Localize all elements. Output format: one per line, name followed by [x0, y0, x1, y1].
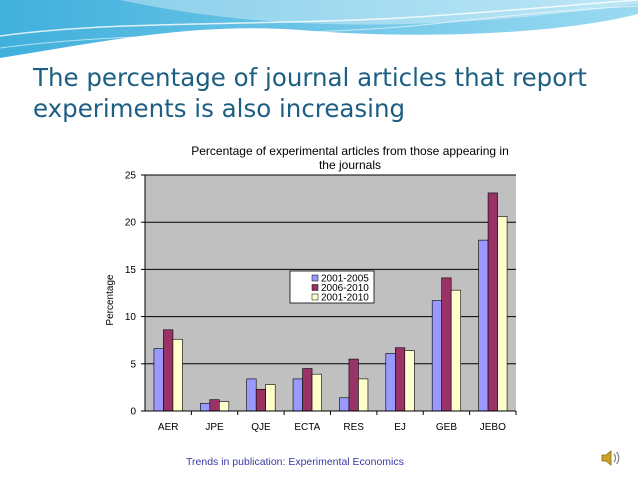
bar [404, 350, 415, 412]
y-tick-label: 10 [125, 312, 137, 323]
y-axis-label: Percentage [105, 274, 116, 326]
legend-swatch [311, 293, 319, 301]
y-tick-label: 25 [125, 171, 137, 182]
header-wave-decoration [0, 0, 638, 58]
slide-title: The percentage of journal articles that … [33, 62, 613, 124]
legend-label: 2001-2005 [321, 274, 369, 285]
bar [487, 192, 498, 412]
speaker-icon[interactable] [600, 448, 622, 468]
bar [292, 378, 303, 412]
bar [246, 378, 257, 412]
y-tick-label: 15 [125, 265, 137, 276]
y-tick-label: 20 [125, 218, 137, 229]
x-tick-label: QJE [251, 422, 271, 433]
bar [255, 388, 266, 412]
slide-title-line-2: experiments is also increasing [33, 94, 406, 123]
bar [172, 338, 183, 412]
x-tick-label: ECTA [294, 422, 320, 433]
legend-swatch [311, 274, 319, 282]
bar [450, 289, 461, 412]
bar [209, 399, 220, 412]
bar [478, 239, 489, 412]
legend-swatch [311, 284, 319, 291]
legend-label: 2006-2010 [321, 283, 369, 294]
bar [219, 401, 230, 412]
x-tick-label: JEBO [480, 422, 506, 433]
legend-label: 2001-2010 [321, 293, 369, 304]
y-tick-label: 0 [130, 407, 136, 418]
bar [395, 347, 406, 412]
chart-title-line-1: Percentage of experimental articles from… [191, 144, 509, 158]
bar [348, 358, 359, 412]
x-tick-label: EJ [394, 422, 406, 433]
bar [385, 353, 396, 412]
legend-box [289, 270, 375, 304]
x-tick-label: RES [343, 422, 364, 433]
x-tick-label: JPE [205, 422, 224, 433]
x-tick-label: GEB [436, 422, 457, 433]
y-tick-label: 5 [130, 359, 136, 370]
chart-title: Percentage of experimental articles from… [150, 144, 550, 172]
bar [302, 368, 313, 412]
bar [311, 373, 322, 412]
x-tick-label: AER [158, 422, 179, 433]
bar [358, 378, 369, 412]
slide-title-line-1: The percentage of journal articles that … [33, 63, 587, 92]
bar [265, 384, 276, 412]
bar [441, 277, 452, 412]
bar [339, 397, 350, 412]
bar [200, 403, 211, 412]
bar [153, 348, 164, 412]
bar [497, 216, 508, 412]
bar [163, 329, 174, 412]
bar [431, 300, 442, 412]
slide-footer: Trends in publication: Experimental Econ… [186, 456, 404, 468]
chart-title-line-2: the journals [318, 158, 382, 172]
